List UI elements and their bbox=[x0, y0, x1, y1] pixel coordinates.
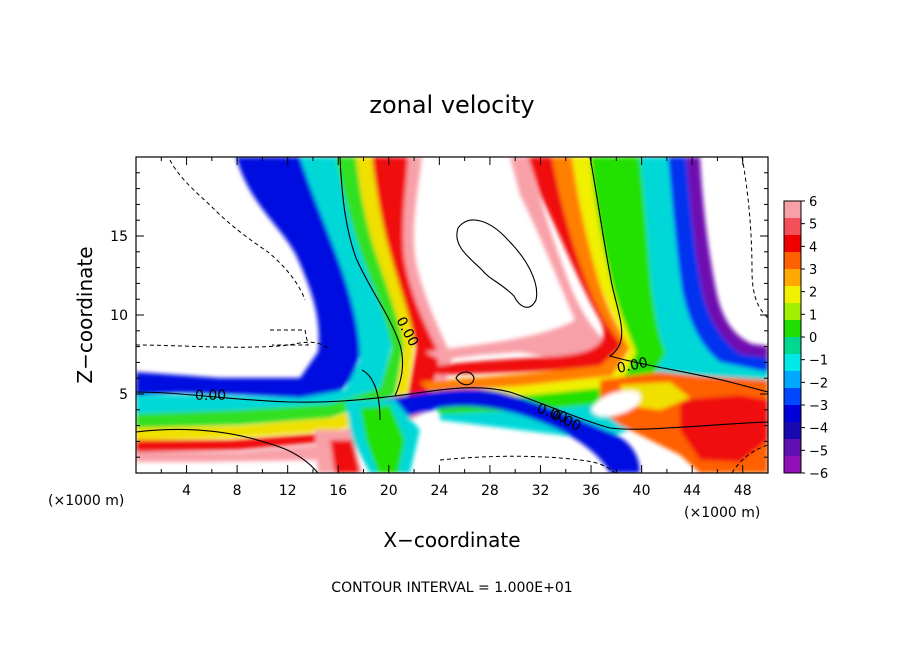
colorbar-label: 4 bbox=[809, 240, 817, 255]
x-tick-label: 4 bbox=[182, 483, 191, 499]
x-axis-unit-left: (×1000 m) bbox=[48, 493, 124, 509]
colorbar-swatch bbox=[784, 371, 801, 389]
red-band-right bbox=[420, 157, 622, 375]
x-tick-label: 12 bbox=[279, 483, 297, 499]
contour-zero-line-lower bbox=[136, 387, 768, 430]
velocity-field: 0.00 0.00 0.00 0.00 0.00 bbox=[136, 157, 768, 473]
blue-band-right bbox=[668, 157, 768, 372]
colorbar-frame bbox=[783, 200, 802, 474]
colorbar-swatch bbox=[784, 388, 801, 406]
contour-dashed-left-box bbox=[270, 329, 309, 346]
colorbar-swatch bbox=[784, 439, 801, 457]
colorbar-swatch bbox=[784, 320, 801, 338]
x-axis-ticks: 4 8 12 16 20 24 28 32 36 40 44 48 bbox=[160, 157, 752, 499]
x-tick-label: 32 bbox=[532, 483, 550, 499]
yellow-band-right bbox=[420, 157, 636, 402]
x-tick-label: 24 bbox=[430, 483, 448, 499]
colorbar-label: 6 bbox=[809, 195, 817, 210]
colorbar-swatch bbox=[784, 252, 801, 270]
contour-interval-note: CONTOUR INTERVAL = 1.000E+01 bbox=[331, 580, 572, 596]
colorbar-swatch bbox=[784, 218, 801, 236]
colorbar: 6 5 4 3 2 1 0 −1 −2 −3 −4 −5 −6 bbox=[784, 195, 828, 482]
x-axis-unit-right: (×1000 m) bbox=[684, 505, 760, 521]
lower-right-red-core bbox=[680, 395, 768, 462]
contour-zero-line-right bbox=[589, 157, 768, 393]
contour-dashed-lower-right bbox=[731, 444, 768, 473]
chart-title: zonal velocity bbox=[369, 91, 534, 119]
colorbar-label: −5 bbox=[809, 444, 828, 459]
contour-zero-line-upper bbox=[339, 157, 404, 397]
x-tick-label: 40 bbox=[633, 483, 651, 499]
colorbar-label: 0 bbox=[809, 331, 817, 346]
x-tick-label: 20 bbox=[380, 483, 398, 499]
lower-red-strip bbox=[330, 440, 360, 473]
pink-edge-right bbox=[425, 157, 610, 360]
colorbar-swatch bbox=[784, 337, 801, 355]
lower-middle-blue-jet bbox=[380, 389, 640, 473]
contour-label-2: 0.00 bbox=[616, 355, 650, 377]
colorbar-swatch bbox=[784, 201, 801, 219]
contour-label-1: 0.00 bbox=[195, 388, 226, 404]
x-tick-label: 44 bbox=[683, 483, 701, 499]
colorbar-swatch bbox=[784, 422, 801, 440]
y-tick-label: 5 bbox=[119, 387, 128, 403]
colorbar-label: 5 bbox=[809, 218, 817, 233]
x-tick-label: 8 bbox=[233, 483, 242, 499]
contour-dashed-bottom bbox=[439, 455, 616, 473]
colorbar-swatch bbox=[784, 269, 801, 287]
contour-small-loop bbox=[455, 371, 475, 386]
x-tick-label: 36 bbox=[582, 483, 600, 499]
x-tick-label: 28 bbox=[481, 483, 499, 499]
colorbar-label: −2 bbox=[809, 376, 828, 391]
y-axis-ticks: 5 10 15 bbox=[110, 172, 768, 458]
negative-jet-upper-left bbox=[136, 157, 362, 398]
x-tick-label: 48 bbox=[734, 483, 752, 499]
lower-right-white-hole bbox=[591, 390, 641, 417]
green-band-right bbox=[430, 157, 666, 414]
colorbar-label: 1 bbox=[809, 308, 817, 323]
contour-dashed-left bbox=[169, 159, 306, 301]
y-tick-label: 10 bbox=[110, 308, 128, 324]
y-tick-label: 15 bbox=[110, 229, 128, 245]
purple-edge-right bbox=[686, 157, 768, 358]
colorbar-label: −6 bbox=[809, 467, 828, 482]
colorbar-label: 3 bbox=[809, 263, 817, 278]
colorbar-swatch bbox=[784, 405, 801, 423]
cyan-band-right bbox=[440, 157, 768, 440]
colorbar-swatch bbox=[784, 235, 801, 253]
x-axis-label: X−coordinate bbox=[383, 528, 520, 552]
orange-band-right bbox=[420, 157, 630, 392]
colorbar-label: −4 bbox=[809, 422, 828, 437]
colorbar-swatch bbox=[784, 456, 801, 474]
colorbar-swatch bbox=[784, 354, 801, 372]
y-axis-label: Z−coordinate bbox=[73, 246, 97, 383]
colorbar-label: 2 bbox=[809, 286, 817, 301]
colorbar-swatch bbox=[784, 303, 801, 321]
x-tick-label: 16 bbox=[329, 483, 347, 499]
colorbar-swatch bbox=[784, 286, 801, 304]
contour-lower-left-line bbox=[136, 428, 319, 473]
contour-mid-line bbox=[361, 369, 381, 421]
lower-middle-green-band bbox=[360, 405, 405, 473]
contour-positive-loop bbox=[456, 219, 538, 308]
cyan-band-left bbox=[136, 157, 392, 420]
contour-dashed-left-lower bbox=[136, 341, 331, 351]
contour-dashed-right bbox=[741, 157, 768, 319]
colorbar-label: −1 bbox=[809, 354, 828, 369]
colorbar-label: −3 bbox=[809, 399, 828, 414]
